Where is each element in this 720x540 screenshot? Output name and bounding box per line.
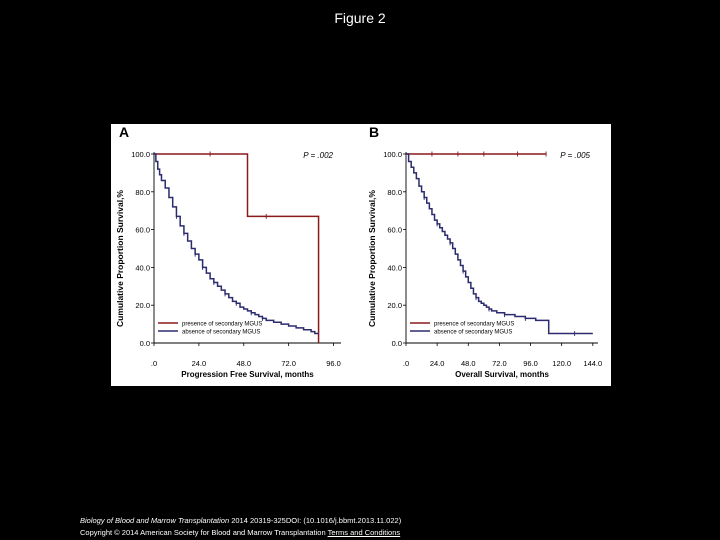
chartb-y-tick-label: 0.0 <box>392 339 402 348</box>
journal-name: Biology of Blood and Marrow Transplantat… <box>80 516 230 525</box>
charta-pvalue: P = .002 <box>303 151 333 160</box>
chartb-y-tick-label: 80.0 <box>387 188 402 197</box>
figure-caption: Biology of Blood and Marrow Transplantat… <box>80 515 401 539</box>
chartb-x-tick-label: .0 <box>403 359 409 368</box>
copyright-text: Copyright © 2014 American Society for Bl… <box>80 528 328 537</box>
chartb-x-tick-label: 96.0 <box>523 359 538 368</box>
charta-x-tick-label: .0 <box>151 359 157 368</box>
chartb-x-axis-title: Overall Survival, months <box>455 370 549 379</box>
chartb-y-tick-label: 60.0 <box>387 226 402 235</box>
charta-presence-series-line <box>154 153 320 343</box>
chartb-y-tick-label: 20.0 <box>387 301 402 310</box>
chartb-y-tick-label: 100.0 <box>383 150 402 159</box>
chartb-x-tick-label: 24.0 <box>430 359 445 368</box>
figure-panel: A P = .002 0.0 20.0 40.0 60.0 80.0 100.0 .0 24.0 4… <box>111 124 611 386</box>
charta-x-tick-label: 96.0 <box>326 359 341 368</box>
charta-y-tick-label: 20.0 <box>135 301 150 310</box>
charta-x-axis-title: Progression Free Survival, months <box>181 370 314 379</box>
chartb-absence-series-line <box>406 153 593 335</box>
chartb-x-tick-label: 120.0 <box>552 359 571 368</box>
charta-x-tick-label: 48.0 <box>236 359 251 368</box>
charta-legend-presence-label: presence of secondary MGUS <box>182 322 262 328</box>
chartb-legend-presence-label: presence of secondary MGUS <box>434 322 514 328</box>
chartb-pvalue: P = .005 <box>560 151 590 160</box>
charta-panel-label: A <box>119 124 129 140</box>
chartb-x-tick-label: 48.0 <box>461 359 476 368</box>
chartb-panel-label: B <box>369 124 379 140</box>
charta-absence-series-line <box>154 153 319 335</box>
charta-y-tick-label: 60.0 <box>135 226 150 235</box>
survival-charts: A P = .002 0.0 20.0 40.0 60.0 80.0 100.0 .0 24.0 4… <box>115 124 602 379</box>
citation-line: Biology of Blood and Marrow Transplantat… <box>80 515 401 527</box>
terms-link[interactable]: Terms and Conditions <box>327 528 401 537</box>
charta-legend-absence-label: absence of secondary MGUS <box>182 330 260 336</box>
citation-details: 2014 20319-325DOI: (10.1016/j.bbmt.2013.… <box>229 516 402 525</box>
charta-y-tick-label: 0.0 <box>140 339 150 348</box>
slide-title: Figure 2 <box>334 10 386 26</box>
chartb-y-tick-label: 40.0 <box>387 263 402 272</box>
charta-x-tick-label: 24.0 <box>192 359 207 368</box>
charta-x-tick-label: 72.0 <box>281 359 296 368</box>
charta-y-tick-label: 40.0 <box>135 263 150 272</box>
charta-y-tick-label: 80.0 <box>135 188 150 197</box>
copyright-line: Copyright © 2014 American Society for Bl… <box>80 527 401 539</box>
charta-y-tick-label: 100.0 <box>131 150 150 159</box>
chartb-x-tick-label: 144.0 <box>583 359 602 368</box>
chartb-legend-absence-label: absence of secondary MGUS <box>434 330 512 336</box>
chartb-x-tick-label: 72.0 <box>492 359 507 368</box>
chartb-y-axis-title: Cumulative Proportion Survival,% <box>367 190 377 327</box>
charta-y-axis-title: Cumulative Proportion Survival,% <box>115 190 125 327</box>
